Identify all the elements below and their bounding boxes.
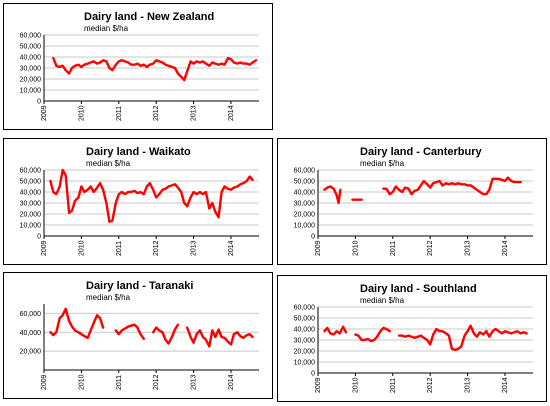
y-tick-label: 20,000 — [20, 212, 42, 219]
y-tick-label: 20,000 — [20, 349, 42, 356]
x-tick-label: 2013 — [191, 374, 198, 390]
series-line — [382, 176, 522, 196]
chart-title: Dairy land - Taranaki — [86, 280, 193, 292]
y-tick-label: 60,000 — [20, 33, 42, 40]
series-line — [185, 326, 254, 348]
y-tick-label: 30,000 — [20, 201, 42, 208]
y-tick-label: 50,000 — [294, 179, 316, 186]
chart-panel-waikato: Dairy land - Waikato median $/ha 0 10,000… — [3, 138, 273, 265]
x-tick-label: 2012 — [153, 105, 160, 121]
x-tick-label: 2011 — [390, 378, 397, 393]
x-tick-label: 2010 — [78, 240, 85, 256]
y-tick-label: 10,000 — [294, 360, 316, 367]
chart-subtitle: median $/ha — [86, 293, 131, 302]
x-tick-label: 2014 — [502, 377, 509, 393]
y-tick-label: 60,000 — [20, 311, 42, 318]
chart-subtitle: median $/ha — [360, 159, 405, 168]
x-tick-label: 2012 — [427, 377, 434, 393]
x-tick-label: 2009 — [315, 240, 322, 256]
line-chart-taranaki: Dairy land - Taranaki median $/ha 20,000… — [20, 280, 259, 390]
x-tick-label: 2010 — [352, 240, 359, 256]
y-tick-label: 60,000 — [20, 168, 42, 175]
x-tick-label: 2013 — [465, 377, 472, 393]
y-tick-label: 0 — [37, 234, 41, 241]
chart-panel-taranaki: Dairy land - Taranaki median $/ha 20,000… — [3, 272, 273, 399]
series-line — [151, 323, 180, 345]
x-tick-label: 2011 — [116, 241, 123, 256]
x-tick-label: 2014 — [228, 374, 235, 390]
x-tick-label: 2009 — [41, 105, 48, 121]
y-tick-label: 0 — [311, 371, 315, 378]
chart-subtitle: median $/ha — [86, 159, 131, 168]
x-tick-label: 2009 — [41, 374, 48, 390]
y-tick-label: 20,000 — [294, 212, 316, 219]
x-tick-label: 2011 — [116, 106, 123, 121]
y-tick-label: 0 — [311, 234, 315, 241]
y-tick-label: 40,000 — [20, 55, 42, 62]
x-tick-label: 2011 — [116, 375, 123, 390]
chart-panel-canterbury: Dairy land - Canterbury median $/ha 0 10,… — [277, 138, 547, 265]
series-line — [49, 168, 254, 223]
series-line — [323, 325, 348, 336]
y-tick-label: 50,000 — [20, 179, 42, 186]
x-tick-label: 2012 — [153, 240, 160, 256]
x-tick-label: 2010 — [78, 105, 85, 121]
y-tick-label: 30,000 — [294, 201, 316, 208]
y-tick-label: 60,000 — [294, 168, 316, 175]
line-chart-waikato: Dairy land - Waikato median $/ha 0 10,000… — [20, 146, 259, 256]
x-tick-label: 2014 — [228, 240, 235, 256]
x-tick-label: 2009 — [41, 240, 48, 256]
x-tick-label: 2012 — [153, 374, 160, 390]
y-tick-label: 40,000 — [294, 327, 316, 334]
x-tick-label: 2013 — [465, 240, 472, 256]
y-tick-label: 30,000 — [20, 66, 42, 73]
x-tick-label: 2014 — [502, 240, 509, 256]
series-line — [397, 324, 528, 352]
line-chart-southland: Dairy land - Southland median $/ha 0 10,0… — [294, 283, 533, 393]
line-chart-canterbury: Dairy land - Canterbury median $/ha 0 10,… — [294, 146, 533, 256]
x-tick-label: 2010 — [352, 377, 359, 393]
x-tick-label: 2011 — [390, 241, 397, 256]
chart-title: Dairy land - Canterbury — [360, 146, 483, 158]
y-tick-label: 40,000 — [294, 190, 316, 197]
series-line — [354, 326, 392, 343]
x-tick-label: 2010 — [78, 374, 85, 390]
x-tick-label: 2013 — [191, 240, 198, 256]
chart-title: Dairy land - Southland — [360, 283, 477, 295]
line-chart-new-zealand: Dairy land - New Zealand median $/ha 0 10… — [20, 11, 259, 121]
chart-subtitle: median $/ha — [84, 24, 129, 33]
x-tick-label: 2014 — [228, 105, 235, 121]
x-tick-label: 2009 — [315, 377, 322, 393]
y-tick-label: 50,000 — [294, 316, 316, 323]
chart-panel-new-zealand: Dairy land - New Zealand median $/ha 0 10… — [3, 3, 273, 130]
y-tick-label: 50,000 — [20, 44, 42, 51]
y-tick-label: 30,000 — [294, 338, 316, 345]
chart-subtitle: median $/ha — [360, 296, 405, 305]
chart-title: Dairy land - Waikato — [86, 146, 191, 158]
series-line — [52, 56, 258, 82]
chart-panel-southland: Dairy land - Southland median $/ha 0 10,0… — [277, 275, 547, 402]
chart-title: Dairy land - New Zealand — [84, 11, 214, 23]
x-tick-label: 2012 — [427, 240, 434, 256]
y-tick-label: 20,000 — [294, 349, 316, 356]
y-tick-label: 10,000 — [294, 223, 316, 230]
y-tick-label: 40,000 — [20, 330, 42, 337]
y-tick-label: 20,000 — [20, 77, 42, 84]
y-tick-label: 10,000 — [20, 223, 42, 230]
y-tick-label: 0 — [37, 99, 41, 106]
series-line — [114, 323, 146, 341]
series-line — [323, 185, 342, 205]
y-tick-label: 60,000 — [294, 305, 316, 312]
y-tick-label: 10,000 — [20, 88, 42, 95]
y-tick-label: 40,000 — [20, 190, 42, 197]
x-tick-label: 2013 — [191, 105, 198, 121]
series-line — [49, 307, 105, 340]
